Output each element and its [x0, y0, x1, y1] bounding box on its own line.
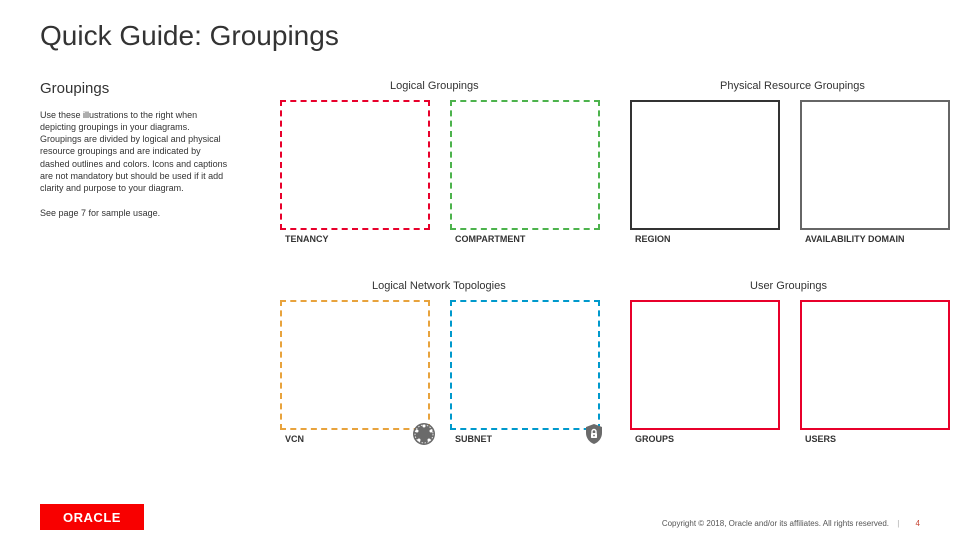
page-number: 4	[916, 519, 920, 528]
tenancy-label: TENANCY	[285, 234, 329, 244]
sidebar: Groupings Use these illustrations to the…	[40, 80, 230, 218]
sidebar-heading: Groupings	[40, 80, 230, 97]
copyright-text: Copyright © 2018, Oracle and/or its affi…	[662, 519, 889, 528]
section-user-groupings: User Groupings	[750, 280, 827, 292]
users-box	[800, 300, 950, 430]
availability-domain-box	[800, 100, 950, 230]
groups-box	[630, 300, 780, 430]
groups-label: GROUPS	[635, 434, 674, 444]
vcn-box	[280, 300, 430, 430]
footer-separator: |	[897, 519, 899, 528]
vcn-label: VCN	[285, 434, 304, 444]
region-label: REGION	[635, 234, 671, 244]
tenancy-box	[280, 100, 430, 230]
vcn-network-icon	[412, 422, 436, 451]
sidebar-body: Use these illustrations to the right whe…	[40, 109, 230, 194]
users-label: USERS	[805, 434, 836, 444]
section-physical-groupings: Physical Resource Groupings	[720, 80, 865, 92]
section-logical-groupings: Logical Groupings	[390, 80, 479, 92]
region-box	[630, 100, 780, 230]
subnet-box	[450, 300, 600, 430]
slide-title: Quick Guide: Groupings	[40, 20, 339, 52]
subnet-label: SUBNET	[455, 434, 492, 444]
subnet-lock-icon	[582, 422, 606, 451]
availability-domain-label: AVAILABILITY DOMAIN	[805, 234, 905, 244]
section-network-topologies: Logical Network Topologies	[372, 280, 506, 292]
compartment-label: COMPARTMENT	[455, 234, 525, 244]
oracle-logo: ORACLE	[40, 504, 144, 530]
sidebar-note: See page 7 for sample usage.	[40, 208, 230, 218]
footer: Copyright © 2018, Oracle and/or its affi…	[662, 519, 920, 528]
compartment-box	[450, 100, 600, 230]
